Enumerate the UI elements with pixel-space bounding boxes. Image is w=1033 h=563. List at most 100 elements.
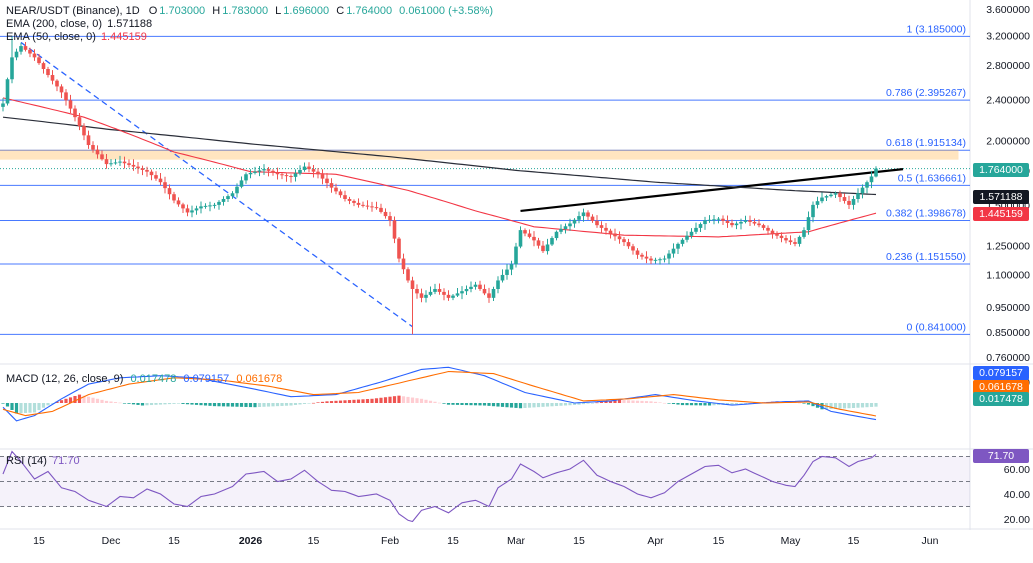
macd-line: [2, 366, 877, 422]
macd-bar: [797, 402, 802, 404]
macd-bar: [428, 400, 433, 403]
candle: [671, 243, 676, 258]
macd-bar: [302, 403, 307, 404]
macd-bar: [739, 403, 743, 404]
candle-body: [824, 196, 829, 198]
candle: [851, 195, 856, 210]
candle-body: [23, 46, 28, 50]
macd-bar: [415, 398, 419, 403]
candle: [397, 236, 401, 263]
candle-body: [91, 145, 95, 150]
candle-body: [536, 240, 541, 246]
macd-bar: [847, 403, 851, 409]
candle-body: [302, 166, 307, 170]
candle-body: [532, 236, 536, 241]
macd-bar: [230, 403, 235, 407]
candle: [68, 94, 73, 114]
candle-body: [851, 198, 856, 205]
downtrend-line: [20, 41, 413, 328]
candle: [505, 263, 509, 280]
macd-bar: [190, 403, 194, 405]
candle: [509, 260, 514, 276]
candle-body: [500, 274, 505, 281]
candle: [838, 190, 842, 202]
candle-body: [149, 171, 154, 176]
candle: [433, 283, 437, 295]
macd-bar: [698, 403, 703, 406]
candle-body: [365, 205, 370, 207]
macd-bar: [455, 403, 460, 405]
candle: [644, 251, 649, 264]
candle: [419, 288, 424, 303]
macd-bar: [595, 402, 599, 404]
candle: [217, 200, 221, 210]
rsi-value-tag: 71.70: [973, 449, 1029, 463]
ema200-label: EMA (200, close, 0): [6, 18, 102, 30]
macd-bar: [307, 403, 311, 404]
macd-bar: [523, 403, 527, 408]
macd-bar: [496, 403, 500, 407]
candle: [374, 201, 379, 210]
candle-body: [329, 183, 334, 188]
candle: [383, 208, 388, 219]
candle-body: [491, 288, 496, 298]
macd-bar: [842, 403, 847, 409]
candle: [262, 164, 266, 175]
candle: [446, 290, 451, 301]
candle: [73, 105, 77, 122]
macd-bar: [239, 403, 244, 407]
candle-body: [424, 294, 428, 298]
price-tick-label: 0.850000: [986, 327, 1030, 339]
candle-body: [757, 223, 761, 226]
candle: [14, 48, 19, 61]
candle: [586, 210, 590, 220]
macd-bar: [64, 398, 68, 403]
macd-bar: [257, 403, 262, 407]
candle: [748, 215, 752, 226]
macd-bar: [397, 395, 401, 403]
macd-bar: [869, 403, 874, 407]
candle-body: [136, 166, 140, 169]
candle: [806, 211, 811, 235]
candle-body: [698, 224, 703, 228]
macd-bar: [14, 403, 19, 414]
macd-bar: [325, 401, 329, 403]
macd-bar: [734, 403, 739, 405]
candle-body: [775, 233, 779, 236]
candle-body: [545, 244, 550, 252]
candle: [77, 112, 82, 131]
candle: [752, 218, 757, 226]
macd-bar: [28, 403, 32, 413]
macd-bar: [158, 403, 163, 405]
macd-bar: [401, 396, 406, 403]
macd-bar: [46, 403, 50, 406]
candle-body: [815, 201, 820, 205]
macd-bar: [500, 403, 505, 407]
candle: [802, 227, 806, 239]
macd-bar: [23, 403, 28, 413]
macd-bar: [707, 403, 712, 406]
candle: [208, 201, 212, 212]
candle: [685, 231, 689, 243]
candle-body: [793, 242, 797, 244]
candle-body: [622, 239, 626, 243]
macd-bar: [374, 398, 379, 403]
candle: [626, 238, 631, 249]
macd-bar: [104, 400, 109, 403]
macd-bar: [478, 403, 482, 406]
candle: [244, 172, 248, 184]
macd-bar: [172, 403, 176, 404]
candle-body: [473, 284, 478, 287]
candle: [487, 287, 491, 303]
candle-body: [356, 202, 361, 205]
candle: [842, 193, 847, 204]
candle-body: [784, 238, 788, 241]
candle: [55, 79, 59, 92]
candle-body: [730, 222, 734, 226]
symbol-title: NEAR/USDT (Binance), 1D: [6, 5, 140, 17]
candle: [829, 192, 833, 198]
macd-bar: [725, 403, 730, 405]
candle: [550, 236, 554, 246]
candle-body: [550, 238, 554, 245]
candle-body: [613, 233, 617, 237]
